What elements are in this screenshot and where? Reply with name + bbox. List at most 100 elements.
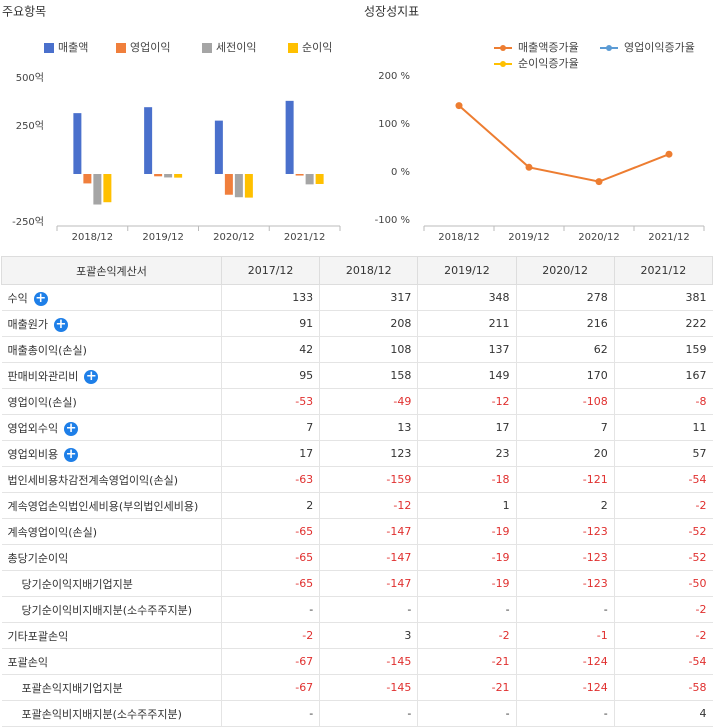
y-tick-label: 200 % [378,71,410,82]
value-cell: 211 [417,310,517,337]
value-cell: 20 [515,440,615,467]
value-cell: -124 [515,648,615,675]
row: 계속영업손익법인세비용(부의법인세비용) 2 -12 1 2 -2 [1,492,713,519]
row-label: 당기순이익지배기업지분 [21,577,133,591]
row-label-cell: 당기순이익지배기업지분 [1,570,222,597]
value-cell: 4 [613,700,713,727]
value-cell: -63 [220,466,320,493]
value-cell: 348 [417,284,517,311]
row-label-cell: 영업외수익 + [1,414,222,441]
row: 포괄손익지배기업지분 -67 -145 -21 -124 -58 [1,674,713,701]
value-cell: -147 [319,518,418,545]
y-tick-label: -100 % [375,215,410,226]
row-label: 당기순이익비지배지분(소수주주지분) [21,603,193,617]
value-cell: -21 [417,674,517,701]
row: 영업외비용 +17 123 23 20 57 [1,440,713,467]
expand-button[interactable]: + [84,368,99,384]
row-label: 영업외비용 [7,447,59,461]
value-cell: -18 [417,466,517,493]
value-cell: 159 [613,336,713,363]
value-cell: - [515,700,615,727]
income-table: 포괄손익계산서 2017/12 2018/12 2019/12 2020/12 2021/… [1,256,714,727]
row-label-cell: 포괄손익 [1,648,222,675]
bar [224,174,233,195]
value-cell: -52 [613,544,713,571]
row-label: 영업외수익 [7,421,59,435]
x-tick-label: 2019/12 [142,232,184,243]
row-label-cell: 매출원가 + [1,310,222,337]
value-cell: -50 [613,570,713,597]
legend-label: 매출액증가율 [518,41,579,54]
value-cell: - [417,596,517,623]
value-cell: - [319,596,418,623]
line [458,104,670,183]
value-cell: 149 [417,362,517,389]
row-label: 판매비와관리비 [7,369,79,383]
value-cell: 3 [319,622,418,649]
bar [244,174,253,198]
row-label-cell: 영업이익(손실) [1,388,222,415]
y-tick-label: 0 % [391,167,410,178]
value-cell: 158 [319,362,418,389]
value-cell: - [220,700,320,727]
bar [164,174,173,178]
value-cell: 42 [220,336,320,363]
legend-label: 영업이익 [130,41,170,54]
value-cell: -145 [319,674,418,701]
value-cell: 1 [417,492,517,519]
value-cell: -108 [515,388,615,415]
legend-dot [606,45,612,51]
row-label: 포괄손익 [7,655,48,669]
row: 총당기순이익 -65 -147 -19 -123 -52 [1,544,713,571]
row-label: 기타포괄손익 [7,629,69,643]
expand-button[interactable]: + [33,290,48,306]
row: 포괄손익 -67 -145 -21 -124 -54 [1,648,713,675]
value-cell: -52 [613,518,713,545]
row-label-cell: 계속영업손익법인세비용(부의법인세비용) [1,492,222,519]
section-title: 성장성지표 [364,5,419,19]
value-cell: -19 [417,518,517,545]
x-tick-label: 2020/12 [213,232,255,243]
row-label: 매출원가 [7,317,48,331]
row-label: 법인세비용차감전계속영업이익(손실) [7,473,179,487]
expand-button[interactable]: + [64,420,79,436]
charts: 주요항목 500억 250억 -250억 2018/12 2019/12 2020/12 20… [2,5,705,243]
x-tick-label: 2019/12 [508,232,550,243]
value-cell: 108 [319,336,418,363]
value-cell: - [515,596,615,623]
row: 기타포괄손익 -2 3 -2 -1 -2 [1,622,713,649]
value-cell: -123 [515,570,615,597]
bar [83,174,92,184]
row: 당기순이익비지배지분(소수주주지분) - - - - -2 [1,596,713,623]
bar [73,113,82,174]
row: 영업외수익 +7 13 17 7 11 [1,414,713,441]
row-label-cell: 총당기순이익 [1,544,222,571]
value-cell: 167 [613,362,713,389]
y-tick-label: -250억 [12,216,44,228]
column-header: 2018/12 [319,256,419,285]
bar [144,107,153,174]
value-cell: 17 [417,414,517,441]
legend-swatch [202,43,212,53]
row-label-cell: 포괄손익지배기업지분 [1,674,222,701]
column-header: 2019/12 [417,256,517,285]
value-cell: 91 [220,310,320,337]
value-cell: -123 [515,544,615,571]
point [525,163,533,171]
value-cell: 62 [515,336,615,363]
expand-button[interactable]: + [53,316,68,332]
value-cell: -2 [613,622,713,649]
value-cell: -147 [319,544,418,571]
value-cell: 137 [417,336,517,363]
row-label-cell: 포괄손익비지배지분(소수주주지분) [1,700,222,727]
value-cell: 123 [319,440,418,467]
legend-swatch [116,43,126,53]
expand-button[interactable]: + [64,446,79,462]
value-cell: -54 [613,466,713,493]
value-cell: 317 [319,284,418,311]
row: 계속영업이익(손실) -65 -147 -19 -123 -52 [1,518,713,545]
column-header: 포괄손익계산서 [1,256,222,285]
row: 매출원가 +91 208 211 216 222 [1,310,713,337]
row: 수익 +133 317 348 278 381 [1,284,713,311]
row-label: 영업이익(손실) [7,395,77,409]
